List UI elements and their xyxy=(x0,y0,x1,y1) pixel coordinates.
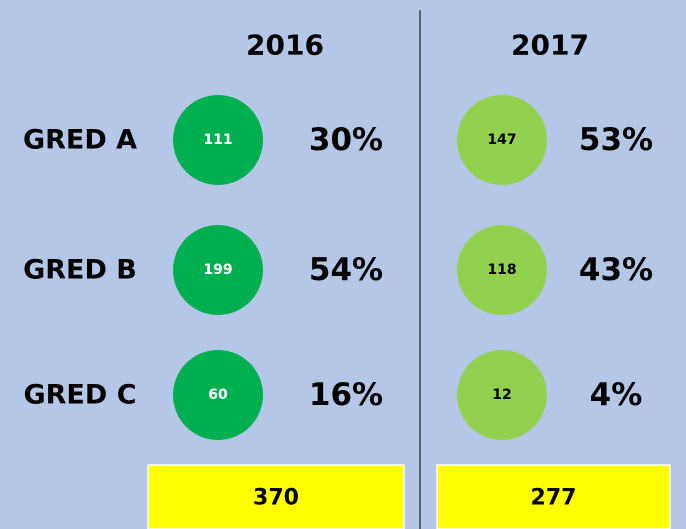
grade-label: GRED B xyxy=(23,255,137,286)
total-box xyxy=(147,464,405,529)
year-label: 2016 xyxy=(246,29,324,62)
grade-label: GRED C xyxy=(23,380,136,411)
percent: 4% xyxy=(590,377,643,413)
grade-label: GRED A xyxy=(23,125,137,156)
count-circle xyxy=(173,95,263,185)
count-circle xyxy=(173,225,263,315)
total: 370 xyxy=(253,486,299,511)
count: 60 xyxy=(208,387,228,403)
count-circle xyxy=(173,350,263,440)
percent: 53% xyxy=(579,122,653,158)
percent: 43% xyxy=(579,252,653,288)
percent: 16% xyxy=(309,377,383,413)
count: 118 xyxy=(487,262,516,278)
count: 147 xyxy=(487,132,516,148)
count: 111 xyxy=(203,132,232,148)
percent: 54% xyxy=(309,252,383,288)
count-circle xyxy=(457,350,547,440)
total: 277 xyxy=(531,486,577,511)
percent: 30% xyxy=(309,122,383,158)
count: 12 xyxy=(492,387,511,403)
year-label: 2017 xyxy=(511,29,589,62)
count: 199 xyxy=(203,262,232,278)
count-circle xyxy=(457,95,547,185)
total-box xyxy=(436,464,671,529)
count-circle xyxy=(457,225,547,315)
